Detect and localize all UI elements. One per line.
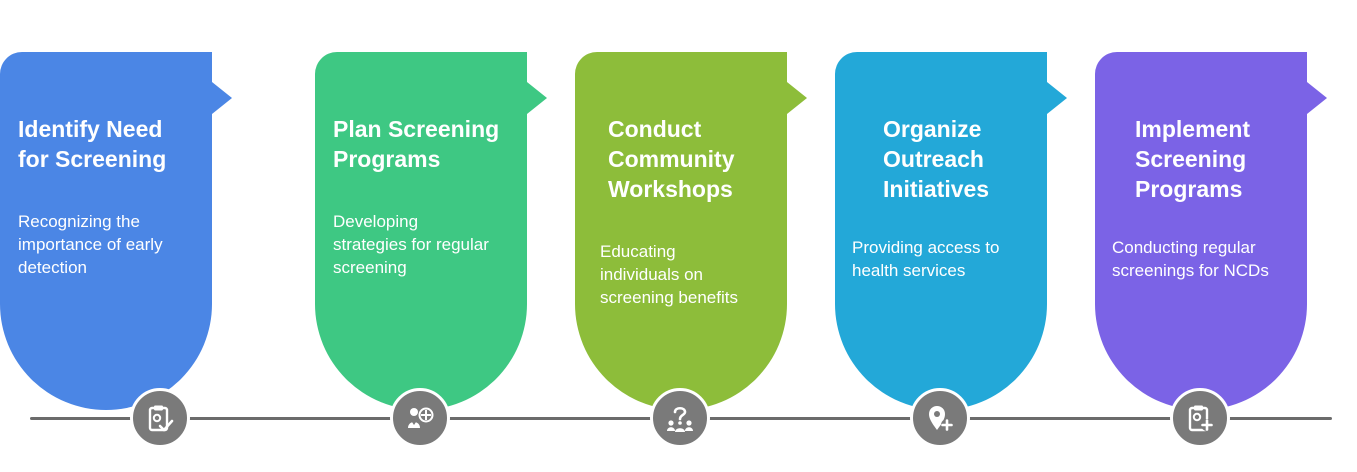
step-description: Educating individuals on screening benef… bbox=[600, 242, 738, 307]
step-title: Identify Need for Screening bbox=[18, 116, 167, 172]
clipboard-check-icon bbox=[148, 405, 174, 432]
strategy-planning-icon bbox=[408, 407, 434, 428]
community-question-icon bbox=[667, 406, 693, 432]
step-plan-screening: Plan Screening Programs Developing strat… bbox=[315, 52, 547, 410]
step-title: Conduct Community Workshops bbox=[608, 116, 735, 202]
step-implement-programs: Implement Screening Programs Conducting … bbox=[1095, 52, 1327, 410]
step-title: Plan Screening Programs bbox=[333, 116, 500, 172]
step-shape bbox=[315, 52, 547, 410]
step-identify-need: Identify Need for Screening Recognizing … bbox=[0, 52, 232, 410]
step-conduct-workshops: Conduct Community Workshops Educating in… bbox=[575, 52, 807, 410]
marker-step-1 bbox=[130, 388, 190, 448]
clipboard-plus-icon bbox=[1188, 405, 1213, 432]
step-shape bbox=[1095, 52, 1327, 410]
step-description: Developing strategies for regular screen… bbox=[333, 212, 489, 277]
step-description: Recognizing the importance of early dete… bbox=[18, 212, 163, 277]
location-plus-icon bbox=[929, 406, 953, 431]
step-shape bbox=[0, 52, 232, 410]
step-title: Organize Outreach Initiatives bbox=[883, 116, 990, 202]
marker-step-3 bbox=[650, 388, 710, 448]
marker-step-4 bbox=[910, 388, 970, 448]
step-title: Implement Screening Programs bbox=[1135, 116, 1251, 202]
step-description: Conducting regular screenings for NCDs bbox=[1112, 238, 1269, 280]
step-shape bbox=[835, 52, 1067, 410]
marker-step-2 bbox=[390, 388, 450, 448]
marker-step-5 bbox=[1170, 388, 1230, 448]
step-description: Providing access to health services bbox=[852, 238, 1000, 280]
step-organize-outreach: Organize Outreach Initiatives Providing … bbox=[835, 52, 1067, 410]
step-shape bbox=[575, 52, 807, 410]
